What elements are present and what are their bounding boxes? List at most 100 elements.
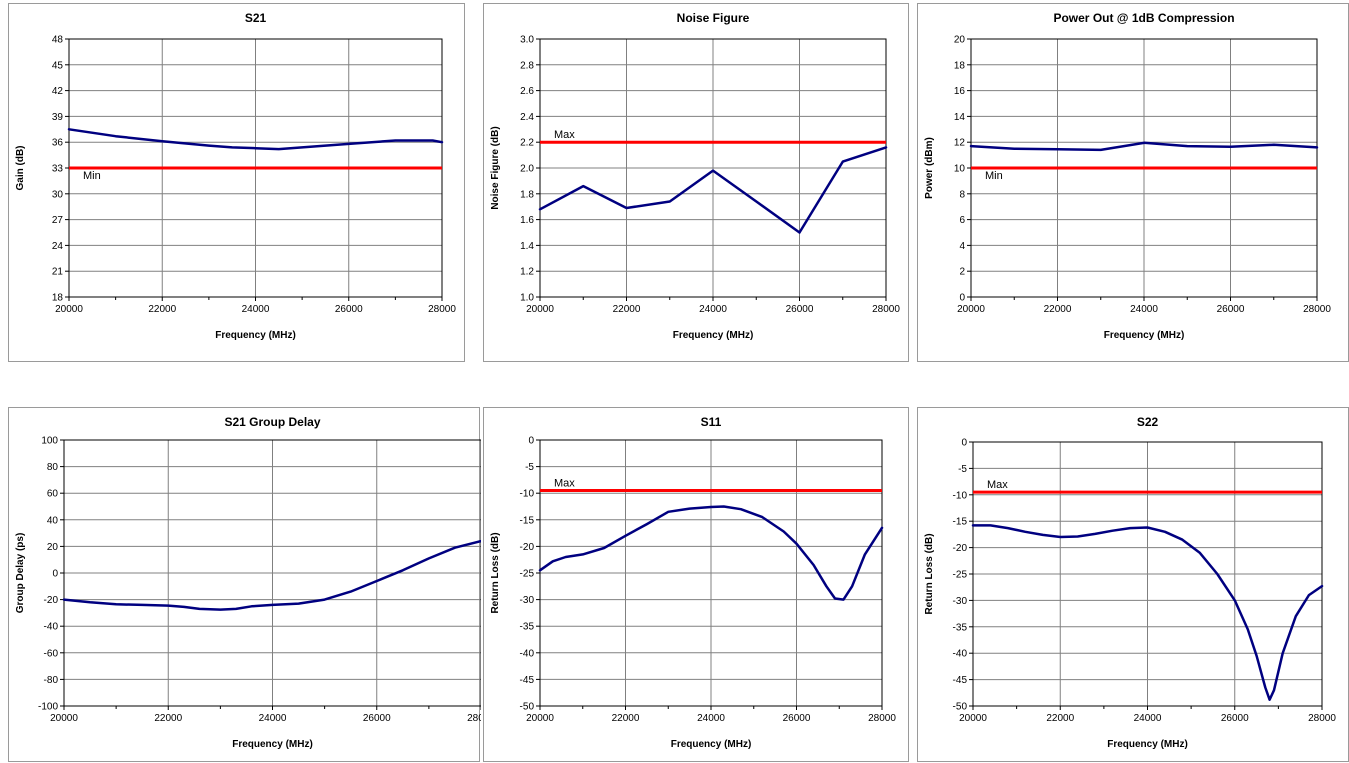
plot-area-frame	[539, 38, 887, 298]
y-tick-label: 18	[52, 293, 64, 304]
x-tick-label: 28000	[467, 713, 481, 724]
y-tick-label: -15	[953, 517, 968, 528]
y-axis-title: Noise Figure (dB)	[490, 126, 501, 209]
x-axis-title: Frequency (MHz)	[232, 739, 313, 750]
y-tick-label: 0	[52, 569, 58, 580]
y-tick-label: -25	[953, 570, 968, 581]
chart-panel-power-out: Power Out @ 1dB Compression 0 2 4 6 8 10 12 14 16…	[917, 3, 1349, 362]
limit-label: Max	[554, 129, 575, 141]
y-tick-label: -50	[520, 702, 535, 713]
chart-title: S22	[1137, 415, 1159, 429]
y-tick-label: 2.0	[520, 164, 534, 175]
y-tick-label: -30	[520, 595, 535, 606]
y-tick-label: -35	[520, 622, 535, 633]
x-tick-label: 22000	[148, 304, 176, 315]
x-axis-title: Frequency (MHz)	[671, 739, 752, 750]
x-axis-title: Frequency (MHz)	[673, 330, 754, 341]
chart-svg: Noise Figure 1.0 1.2 1.4 1.6 1.8 2.0 2.2 2.4 2.6 2…	[490, 11, 900, 341]
x-tick-label: 22000	[1046, 713, 1074, 724]
y-tick-label: 1.6	[520, 215, 534, 226]
series-line	[62, 539, 481, 611]
x-tick-label: 28000	[868, 713, 896, 724]
x-tick-label: 28000	[428, 304, 456, 315]
chart-title: S21	[245, 11, 267, 25]
y-tick-label: 36	[52, 138, 64, 149]
plot-area-frame	[539, 439, 883, 707]
series-line	[67, 128, 444, 151]
y-tick-label: -60	[44, 648, 59, 659]
x-tick-label: 24000	[1134, 713, 1162, 724]
chart-title: Power Out @ 1dB Compression	[1053, 11, 1234, 25]
y-tick-label: -10	[953, 490, 968, 501]
plot-area-frame	[972, 441, 1323, 707]
series-line	[969, 141, 1319, 152]
y-tick-label: 12	[954, 138, 966, 149]
y-tick-label: 30	[52, 189, 64, 200]
y-tick-label: 24	[52, 241, 64, 252]
y-tick-label: -40	[44, 622, 59, 633]
y-tick-label: 10	[954, 164, 966, 175]
x-tick-label: 26000	[335, 304, 363, 315]
chart-svg: Power Out @ 1dB Compression 0 2 4 6 8 10 12 14 16…	[924, 11, 1331, 341]
y-tick-label: 33	[52, 164, 64, 175]
chart-svg: S21 18 21 24 27 30 33 36 39 42 45 48 20000 22000 24000…	[15, 11, 456, 341]
y-tick-label: 8	[959, 189, 965, 200]
x-axis-title: Frequency (MHz)	[1107, 739, 1188, 750]
x-tick-label: 20000	[959, 713, 987, 724]
chart-panel-group-delay: S21 Group Delay -100 -80 -60 -40 -20 0 20 40 60 80…	[8, 407, 481, 762]
y-tick-label: 2.4	[520, 112, 534, 123]
y-tick-label: -20	[520, 542, 535, 553]
x-tick-label: 20000	[526, 713, 554, 724]
y-tick-label: -35	[953, 622, 968, 633]
chart-panel-noise-figure: Noise Figure 1.0 1.2 1.4 1.6 1.8 2.0 2.2 2.4 2.6 2…	[483, 3, 909, 362]
x-tick-label: 22000	[613, 304, 641, 315]
y-tick-label: -10	[520, 489, 535, 500]
y-tick-label: -5	[525, 462, 534, 473]
y-tick-label: 20	[954, 35, 966, 46]
x-tick-label: 20000	[526, 304, 554, 315]
y-tick-label: 0	[959, 293, 965, 304]
y-tick-label: -15	[520, 515, 535, 526]
y-tick-label: 60	[47, 489, 59, 500]
x-tick-label: 26000	[363, 713, 391, 724]
y-tick-label: -30	[953, 596, 968, 607]
y-tick-label: 39	[52, 112, 64, 123]
y-tick-label: 2.8	[520, 60, 534, 71]
chart-title: S21 Group Delay	[224, 415, 320, 429]
limit-label: Min	[985, 170, 1003, 182]
x-tick-label: 22000	[1044, 304, 1072, 315]
x-tick-label: 20000	[55, 304, 83, 315]
series-line	[538, 505, 884, 601]
y-tick-label: 40	[47, 515, 59, 526]
x-axis-title: Frequency (MHz)	[1104, 330, 1185, 341]
y-tick-label: -5	[958, 464, 967, 475]
chart-title: Noise Figure	[677, 11, 750, 25]
x-tick-label: 24000	[242, 304, 270, 315]
y-tick-label: 0	[961, 438, 967, 449]
y-tick-label: 100	[41, 436, 58, 447]
y-tick-label: 2	[959, 267, 965, 278]
chart-svg: S21 Group Delay -100 -80 -60 -40 -20 0 20 40 60 80…	[15, 415, 481, 750]
x-tick-label: 28000	[872, 304, 900, 315]
plot-area-frame	[63, 439, 481, 707]
y-tick-label: 80	[47, 462, 59, 473]
y-tick-label: 3.0	[520, 35, 534, 46]
y-tick-label: 6	[959, 215, 965, 226]
y-tick-label: -20	[44, 595, 59, 606]
y-axis-title: Power (dBm)	[924, 137, 935, 199]
y-tick-label: 1.4	[520, 241, 534, 252]
y-tick-label: 48	[52, 35, 64, 46]
x-tick-label: 28000	[1308, 713, 1336, 724]
y-tick-label: 42	[52, 86, 64, 97]
y-tick-label: -80	[44, 675, 59, 686]
x-tick-label: 20000	[50, 713, 78, 724]
chart-panel-s21: S21 18 21 24 27 30 33 36 39 42 45 48 20000 22000 24000…	[8, 3, 465, 362]
chart-panel-s11: S11 -50 -45 -40 -35 -30 -25 -20 -15 -10 -5 0 20000 22…	[483, 407, 909, 762]
x-axis-title: Frequency (MHz)	[215, 330, 296, 341]
x-tick-label: 28000	[1303, 304, 1331, 315]
x-tick-label: 22000	[154, 713, 182, 724]
x-tick-label: 22000	[612, 713, 640, 724]
x-tick-label: 24000	[259, 713, 287, 724]
